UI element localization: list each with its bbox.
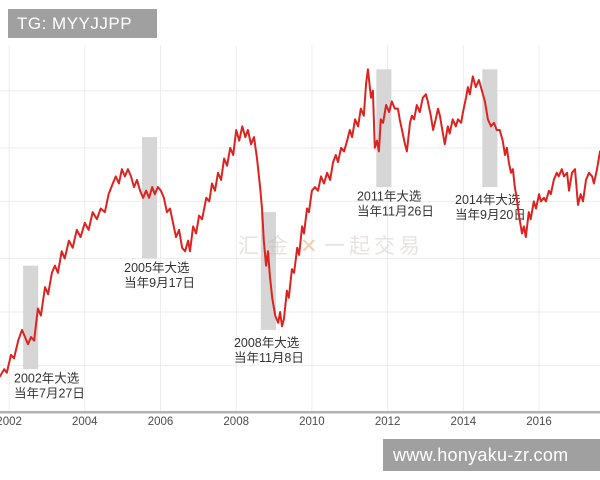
election-annotation-title: 2014年大选 xyxy=(455,193,521,207)
election-annotation-date: 当年9月17日 xyxy=(124,276,195,290)
x-axis-line xyxy=(0,411,600,414)
election-annotation-title: 2008年大选 xyxy=(234,336,300,350)
x-tick-label: 2012 xyxy=(375,416,401,428)
x-tick-label: 2010 xyxy=(299,416,325,428)
election-annotation-date: 当年7月27日 xyxy=(14,387,85,401)
x-tick-label: 2002 xyxy=(0,416,22,428)
watermark-left-text: 汇金 xyxy=(238,235,296,258)
x-tick-label: 2016 xyxy=(526,416,552,428)
election-annotation-title: 2011年大选 xyxy=(357,190,422,204)
website-badge: www.honyaku-zr.com xyxy=(383,439,600,471)
election-annotation-title: 2002年大选 xyxy=(14,372,80,386)
election-annotation-title: 2005年大选 xyxy=(124,261,190,275)
x-tick-label: 2006 xyxy=(148,416,174,428)
x-tick-label: 2004 xyxy=(72,416,98,428)
election-band xyxy=(482,69,498,188)
election-annotation-date: 当年11月26日 xyxy=(357,205,434,219)
x-tick-label: 2008 xyxy=(223,416,249,428)
election-annotation-date: 当年11月8日 xyxy=(234,351,304,365)
x-tick-label: 2014 xyxy=(451,416,477,428)
watermark-x-icon: ✕ xyxy=(300,235,318,258)
watermark-right-text: 一起交易 xyxy=(324,235,424,258)
election-band xyxy=(376,69,392,188)
channel-badge: TG: MYYJJPP xyxy=(8,9,157,38)
election-annotation-date: 当年9月20日 xyxy=(455,208,526,222)
price-line xyxy=(0,68,600,378)
